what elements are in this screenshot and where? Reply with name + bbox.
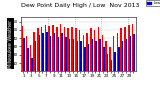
- Bar: [98, 27, 99, 71]
- Bar: [75, 28, 76, 71]
- Bar: [114, 52, 116, 71]
- Bar: [56, 27, 58, 71]
- Bar: [117, 33, 118, 71]
- Text: Milwaukee Weather: Milwaukee Weather: [8, 19, 13, 68]
- Bar: [133, 34, 135, 71]
- Bar: [67, 28, 69, 71]
- Bar: [86, 33, 88, 71]
- Bar: [107, 54, 108, 71]
- Bar: [92, 39, 93, 71]
- Bar: [60, 24, 61, 71]
- Bar: [101, 35, 103, 71]
- Bar: [76, 41, 78, 71]
- Bar: [42, 33, 44, 71]
- Bar: [54, 33, 55, 71]
- Bar: [128, 25, 130, 71]
- Bar: [94, 30, 96, 71]
- Bar: [105, 41, 107, 71]
- Bar: [103, 47, 104, 71]
- Bar: [132, 24, 133, 71]
- Bar: [73, 39, 74, 71]
- Bar: [120, 28, 122, 71]
- Bar: [46, 31, 48, 71]
- Bar: [80, 41, 82, 71]
- Bar: [48, 26, 50, 71]
- Bar: [27, 48, 29, 71]
- Bar: [37, 28, 39, 71]
- Bar: [45, 25, 46, 71]
- Bar: [130, 36, 131, 71]
- Bar: [24, 38, 25, 71]
- Bar: [118, 47, 120, 71]
- Bar: [69, 39, 70, 71]
- Bar: [29, 45, 31, 71]
- Bar: [65, 37, 67, 71]
- Legend: Low, High: Low, High: [146, 0, 160, 6]
- Bar: [111, 60, 112, 71]
- Bar: [122, 41, 124, 71]
- Bar: [61, 33, 63, 71]
- Bar: [124, 27, 126, 71]
- Bar: [33, 31, 35, 71]
- Bar: [88, 44, 89, 71]
- Bar: [52, 25, 54, 71]
- Bar: [41, 27, 42, 71]
- Bar: [50, 36, 52, 71]
- Bar: [64, 27, 65, 71]
- Bar: [99, 39, 101, 71]
- Bar: [109, 47, 111, 71]
- Bar: [90, 28, 92, 71]
- Bar: [35, 41, 36, 71]
- Bar: [26, 36, 27, 71]
- Bar: [96, 41, 97, 71]
- Bar: [22, 26, 24, 71]
- Bar: [39, 35, 40, 71]
- Bar: [71, 27, 73, 71]
- Bar: [84, 47, 86, 71]
- Bar: [113, 36, 114, 71]
- Bar: [58, 37, 59, 71]
- Bar: [79, 30, 80, 71]
- Bar: [83, 35, 84, 71]
- Text: Dew Point Daily High / Low  Nov 2013: Dew Point Daily High / Low Nov 2013: [21, 3, 139, 8]
- Bar: [31, 58, 32, 71]
- Bar: [126, 39, 127, 71]
